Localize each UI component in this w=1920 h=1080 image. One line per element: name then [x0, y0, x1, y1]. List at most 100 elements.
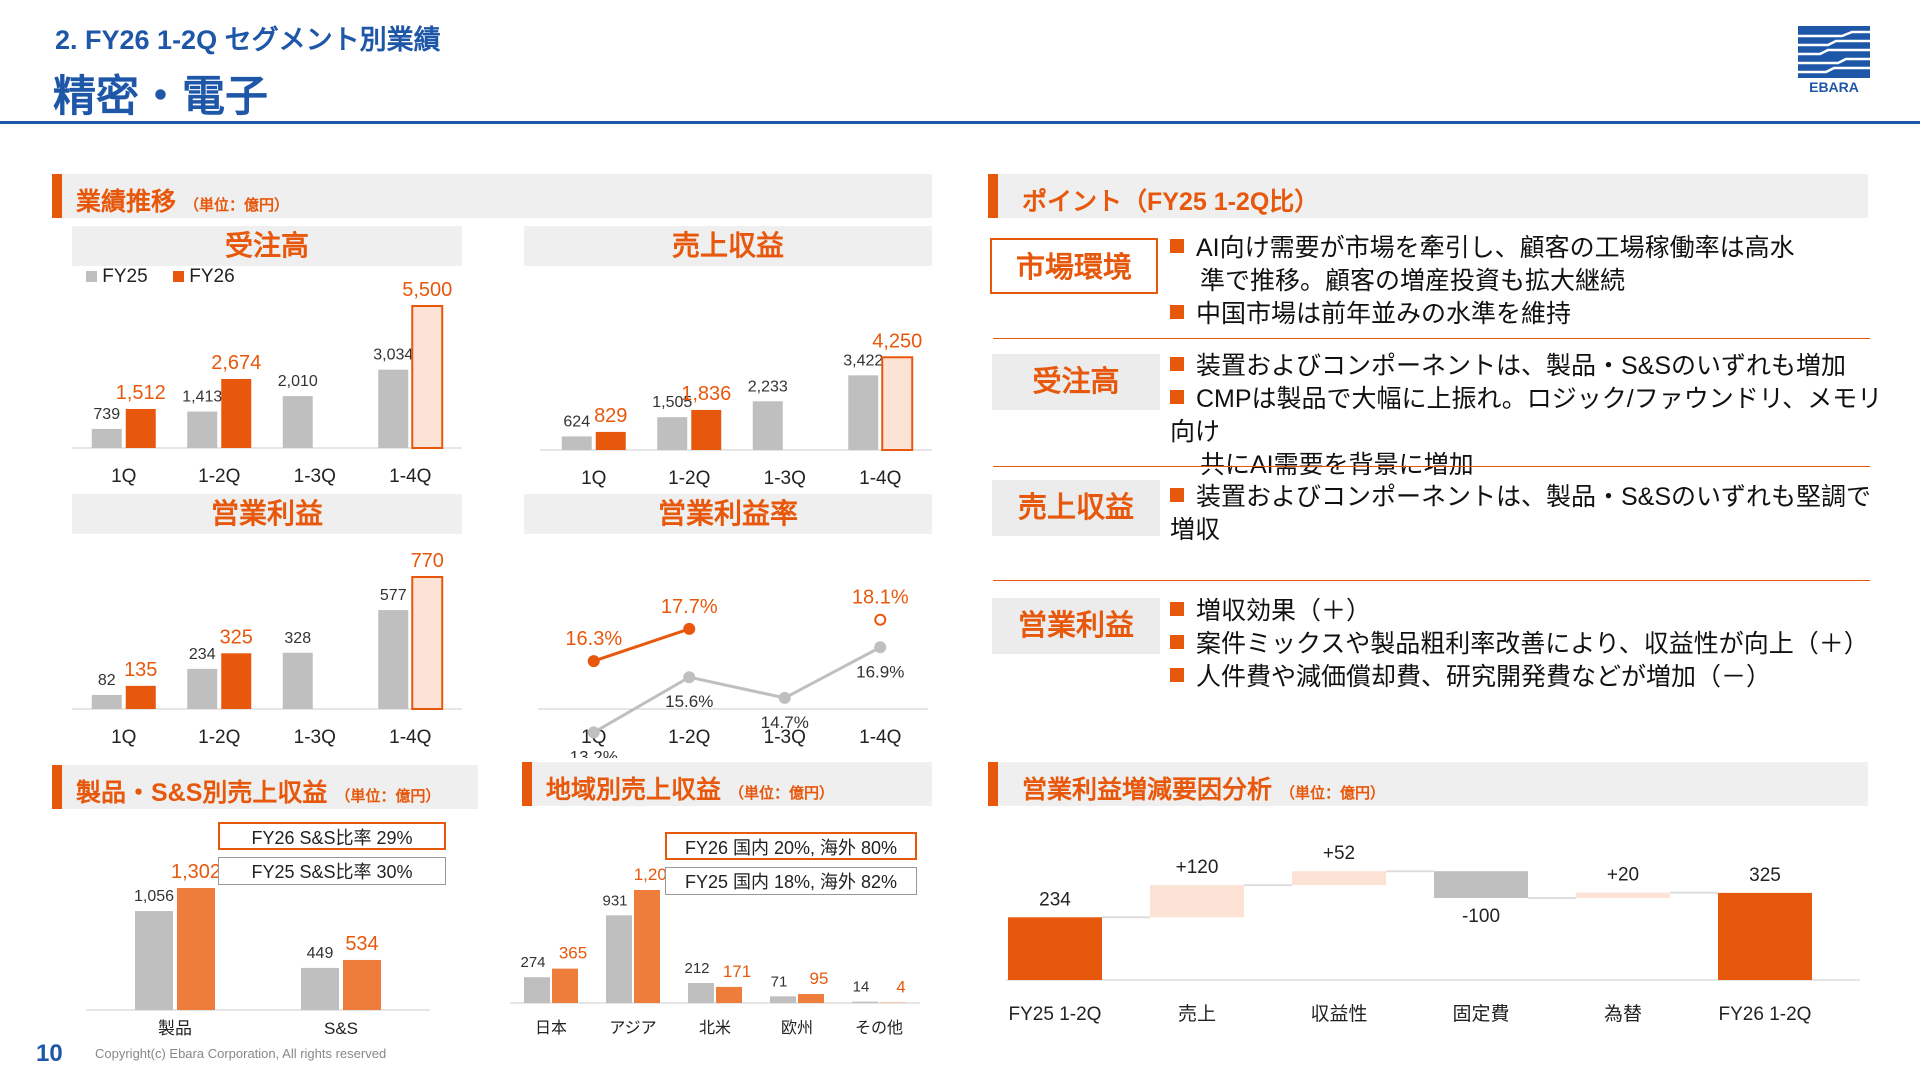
bar-fy26-0 [125, 408, 156, 448]
category-label: 1Q [111, 466, 136, 487]
bar-fy26-1 [343, 959, 381, 1010]
category-label: 固定費 [1452, 1003, 1509, 1025]
point-fy25-0 [587, 726, 600, 739]
chart-bridge: 234 FY25 1-2Q +120 売上 +52 収益性 -100 固定費 +20 為替 325 F… [1006, 843, 1860, 1025]
data-label-fy25-2: 212 [684, 960, 709, 977]
point-bullets-op-income: 増収効果（＋） 案件ミックスや製品粗利率改善により、収益性が向上（＋） 人件費や… [1170, 595, 1890, 694]
point-bullet: 人件費や減価償却費、研究開発費などが増加（－） [1170, 661, 1890, 694]
bar-fy26-1 [634, 890, 660, 1003]
chart-product-ss: 1,056 1,302 製品 449 534 S&S [86, 861, 430, 1038]
section-regional: 地域別売上収益 （単位：億円） [522, 762, 932, 806]
bar-fy26-1 [221, 378, 252, 448]
data-label-fy25-0: 624 [563, 413, 590, 430]
point-bullet: CMPは製品で大幅に上振れ。ロジック/ファウンドリ、メモリ向け 共にAI需要を背景… [1170, 385, 1883, 479]
section-performance-unit: （単位：億円） [184, 197, 290, 214]
point-tag-orders: 受注高 [992, 354, 1160, 410]
bridge-bar-3 [1434, 871, 1528, 898]
bar-fy25-1 [657, 417, 688, 450]
bar-fy25-1 [606, 915, 632, 1003]
section-product-ss-unit: （単位：億円） [335, 788, 441, 805]
data-label-fy26-1: 534 [345, 933, 378, 955]
category-label: 1-3Q [764, 468, 806, 489]
series-line-fy26 [593, 627, 690, 663]
data-label-fy25-4: 14 [853, 979, 870, 996]
ss-ratio-fy26: FY26 S&S比率 29% [218, 822, 446, 850]
page-number: 10 [36, 1040, 63, 1067]
data-label-fy26-1: 2,674 [211, 352, 261, 374]
data-label-fy25-0: 13.2% [570, 747, 618, 758]
bar-fy25-1 [187, 668, 218, 709]
bar-fy26-1 [691, 409, 722, 450]
category-label: 欧州 [781, 1019, 813, 1037]
bridge-label-4: +20 [1607, 865, 1639, 886]
category-label: 1-4Q [859, 727, 901, 748]
data-label-fy25-1: 1,505 [652, 394, 692, 411]
data-label-fy26-3: 770 [411, 550, 444, 572]
point-bullets-market: AI向け需要が市場を牽引し、顧客の工場稼働率は高水 準で推移。顧客の増産投資も拡大… [1170, 232, 1870, 331]
bar-fy26-3 [411, 576, 444, 710]
bullet-square-icon [1170, 668, 1184, 682]
category-label: FY26 1-2Q [1719, 1004, 1812, 1025]
data-label-fy26-0: 365 [559, 944, 587, 963]
bridge-bar-0 [1008, 917, 1102, 980]
data-label-fy26-0: 1,512 [116, 382, 166, 404]
bullet-square-icon [1170, 390, 1184, 404]
legend-fy26-label: FY26 [189, 266, 235, 287]
bridge-bar-4 [1576, 892, 1670, 898]
chart-orders: 739 1,512 1Q 1,413 2,674 1-2Q 2,010 1-3Q 3,034 5,… [72, 279, 462, 487]
category-label: 製品 [158, 1019, 192, 1038]
data-label-fy26-3: 4,250 [872, 330, 922, 352]
bar-fy25-0 [524, 977, 550, 1003]
point-tag-market: 市場環境 [990, 238, 1158, 294]
chart-title-op-margin: 営業利益率 [524, 494, 932, 534]
bridge-label-3: -100 [1462, 906, 1500, 927]
bar-fy25-0 [561, 436, 592, 450]
category-label: 1-4Q [389, 466, 431, 487]
section-performance-title: 業績推移 [76, 188, 177, 216]
ebara-logo: EBARA [1798, 26, 1870, 95]
category-label: 北米 [699, 1019, 731, 1037]
point-bullet: 案件ミックスや製品粗利率改善により、収益性が向上（＋） [1170, 628, 1890, 661]
data-label-fy26-2: 171 [723, 962, 751, 981]
category-label: 1-3Q [764, 727, 806, 748]
point-fy26-1 [683, 622, 696, 635]
region-ratio-fy26: FY26 国内 20%, 海外 80% [665, 832, 917, 860]
point-fy25-3 [874, 641, 887, 654]
point-bullet: AI向け需要が市場を牽引し、顧客の工場稼働率は高水 準で推移。顧客の増産投資も拡大… [1170, 232, 1870, 298]
bar-fy25-4 [852, 1001, 878, 1003]
legend: FY25 FY26 [86, 266, 235, 288]
bar-fy25-3 [378, 610, 409, 709]
category-label: 1-2Q [668, 727, 710, 748]
bar-fy26-3 [798, 994, 824, 1003]
bar-fy26-3 [881, 356, 914, 451]
bridge-label-1: +120 [1176, 857, 1219, 878]
bar-fy25-1 [187, 411, 218, 448]
data-label-fy26-0: 135 [124, 659, 157, 681]
data-label-fy25-2: 328 [284, 630, 311, 647]
bridge-label-5: 325 [1749, 865, 1781, 886]
bar-fy25-2 [752, 401, 783, 450]
data-label-fy25-1: 931 [602, 892, 627, 909]
header-rule [0, 121, 1920, 124]
bridge-bar-2 [1292, 871, 1386, 886]
points-divider [993, 466, 1870, 467]
bar-fy25-3 [770, 996, 796, 1003]
category-label: 為替 [1604, 1003, 1642, 1025]
data-label-fy25-3: 3,422 [843, 352, 883, 369]
data-label-fy25-2: 2,010 [278, 373, 318, 390]
slide-title: 精密・電子 [53, 73, 268, 121]
point-fy26-0 [587, 655, 600, 668]
chart-title-revenue: 売上収益 [524, 226, 932, 266]
data-label-fy25-3: 3,034 [373, 347, 413, 364]
point-fy26-3 [874, 613, 887, 626]
data-label-fy26-3: 5,500 [402, 279, 452, 301]
point-bullet: 装置およびコンポーネントは、製品・S&Sのいずれも堅調で増収 [1170, 483, 1872, 544]
category-label: 1-3Q [294, 727, 336, 748]
data-label-fy25-0: 1,056 [134, 888, 174, 905]
copyright: Copyright(c) Ebara Corporation, All righ… [95, 1046, 387, 1061]
chart-title-orders: 受注高 [72, 226, 462, 266]
data-label-fy25-3: 577 [380, 587, 407, 604]
legend-fy26-swatch [172, 271, 184, 282]
